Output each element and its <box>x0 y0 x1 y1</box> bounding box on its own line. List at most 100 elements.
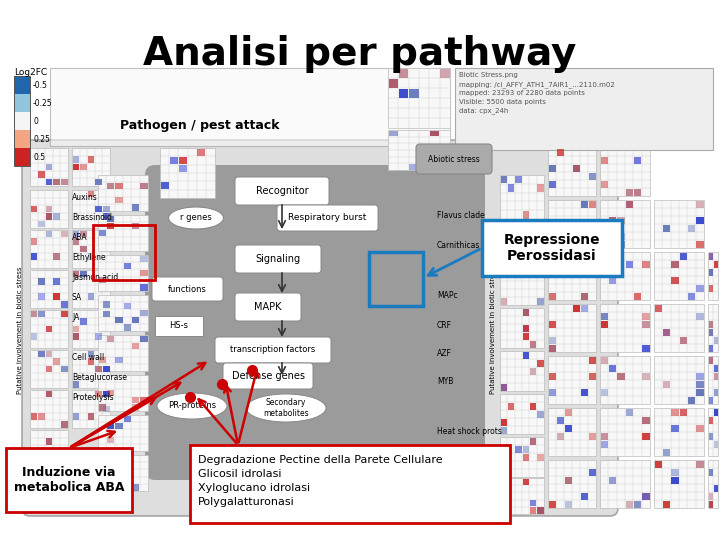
Bar <box>50 68 450 146</box>
Bar <box>420 157 429 163</box>
Bar <box>61 179 68 186</box>
Bar <box>107 423 114 429</box>
Bar <box>80 246 86 252</box>
Bar <box>38 278 45 285</box>
Bar <box>38 171 45 178</box>
Bar <box>696 217 703 224</box>
Bar <box>523 333 528 340</box>
Bar <box>688 396 696 403</box>
Bar <box>572 233 580 240</box>
Bar <box>95 333 102 340</box>
Text: functions: functions <box>168 285 207 294</box>
Bar <box>388 130 450 170</box>
Bar <box>671 469 678 476</box>
Bar <box>140 335 148 342</box>
Bar <box>523 454 528 461</box>
Bar <box>170 157 178 164</box>
Bar <box>617 233 624 240</box>
Text: transcription factors: transcription factors <box>230 346 315 354</box>
Text: 0.5: 0.5 <box>33 152 45 161</box>
Bar <box>95 206 102 212</box>
Bar <box>634 293 642 300</box>
Bar <box>642 492 649 500</box>
Bar <box>30 350 68 388</box>
Bar <box>572 165 580 172</box>
Text: 0: 0 <box>33 117 38 125</box>
Bar <box>523 352 528 359</box>
Bar <box>564 501 572 508</box>
Bar <box>53 461 60 468</box>
Text: Defense genes: Defense genes <box>232 371 305 381</box>
Bar <box>548 356 596 404</box>
Bar <box>600 356 650 404</box>
Bar <box>708 304 718 352</box>
Bar <box>548 460 596 508</box>
Bar <box>369 252 423 306</box>
Text: others: others <box>437 456 462 464</box>
Bar <box>523 231 528 238</box>
Bar <box>530 500 536 507</box>
Bar <box>500 175 544 219</box>
Text: Proteolysis: Proteolysis <box>72 394 114 402</box>
Bar <box>580 200 588 207</box>
Bar <box>430 131 439 136</box>
Bar <box>132 404 139 410</box>
Text: MYB: MYB <box>437 376 454 386</box>
Bar <box>537 360 544 367</box>
Bar <box>549 345 556 352</box>
Bar <box>663 225 670 232</box>
Bar <box>45 390 53 397</box>
Bar <box>98 255 148 291</box>
Bar <box>600 252 650 300</box>
Bar <box>537 298 544 305</box>
Bar <box>115 477 122 483</box>
Bar <box>14 94 30 112</box>
Bar <box>588 433 595 440</box>
Bar <box>530 368 536 375</box>
Bar <box>72 310 110 348</box>
Text: Biotic Stress.png
mapping: /ci_AFFY_ATH1_7AIR1_...2110.m02
mapped: 23293 of 2280: Biotic Stress.png mapping: /ci_AFFY_ATH1… <box>459 72 615 114</box>
Bar <box>99 357 106 363</box>
Bar <box>708 492 713 500</box>
Bar <box>523 211 528 219</box>
Bar <box>38 310 45 317</box>
FancyBboxPatch shape <box>223 363 313 389</box>
Bar <box>124 325 131 330</box>
Bar <box>500 427 507 434</box>
Bar <box>30 148 68 186</box>
Bar <box>600 304 650 352</box>
Bar <box>30 270 68 308</box>
Ellipse shape <box>157 393 227 419</box>
Bar <box>634 501 642 508</box>
Text: JA: JA <box>72 314 79 322</box>
Bar <box>399 89 408 98</box>
Bar <box>14 130 30 148</box>
Bar <box>98 455 148 491</box>
Bar <box>409 164 418 170</box>
Text: Secondary
metabolites: Secondary metabolites <box>264 399 309 418</box>
Bar <box>580 492 588 500</box>
Bar <box>696 461 703 468</box>
Bar <box>696 388 703 395</box>
Bar <box>714 373 718 380</box>
Bar <box>696 381 703 388</box>
Bar <box>680 408 687 415</box>
Bar <box>45 453 53 460</box>
Bar <box>696 285 703 292</box>
Bar <box>708 328 713 335</box>
Bar <box>696 200 703 207</box>
Bar <box>708 356 718 404</box>
Bar <box>588 200 595 207</box>
Bar <box>132 222 139 229</box>
Bar <box>103 390 109 397</box>
Text: Flavus clade: Flavus clade <box>437 211 485 219</box>
Bar <box>88 191 94 197</box>
Bar <box>714 364 718 372</box>
Bar <box>634 188 642 195</box>
Text: Respiratory burst: Respiratory burst <box>288 213 366 222</box>
Bar <box>588 469 595 476</box>
Bar <box>197 148 205 156</box>
Bar <box>557 433 564 440</box>
Bar <box>663 328 670 335</box>
Bar <box>45 213 53 220</box>
